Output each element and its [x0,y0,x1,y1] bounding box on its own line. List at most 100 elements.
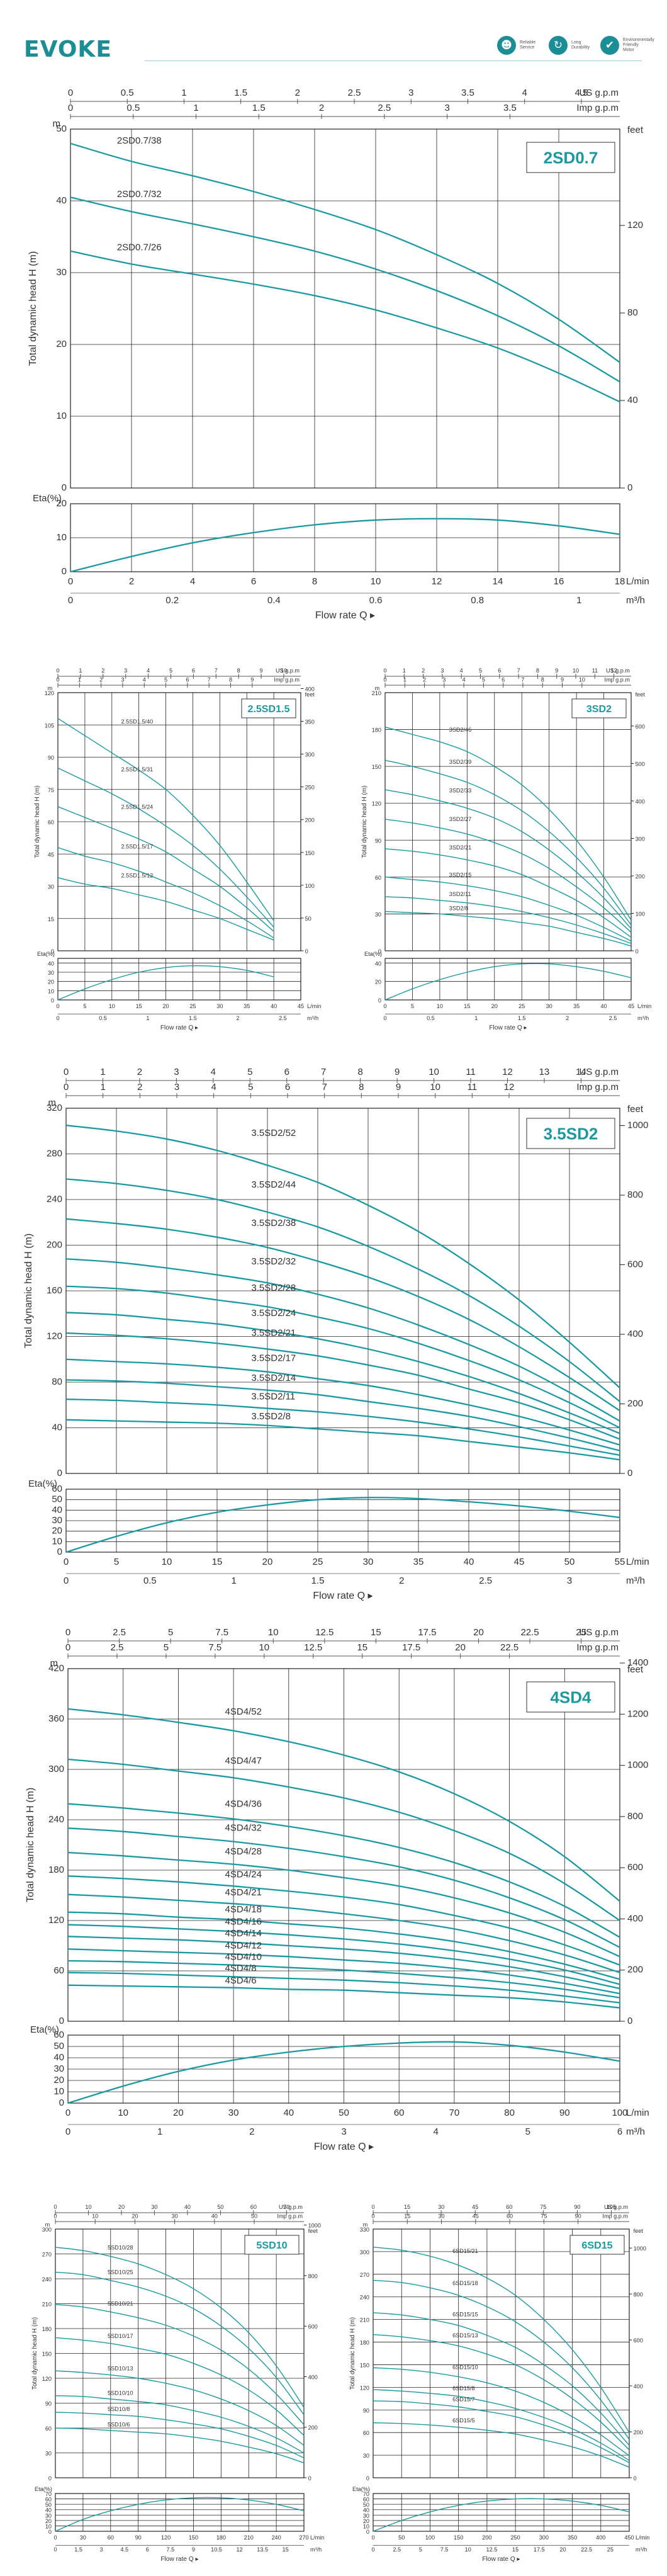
x-tick-label: 300 [539,2534,549,2541]
m3h-tick-label: 2 [249,2126,254,2137]
eta-tick-label: 20 [45,2518,52,2524]
series-line [65,1399,620,1456]
top-scale-tick-label: 8 [541,676,544,683]
series-label: 4SD4/10 [225,1951,262,1962]
y-tick-label: 0 [59,2016,64,2026]
right-tick-label: 400 [627,1329,643,1339]
x-tick-label: 30 [80,2534,86,2541]
chart-title-box [526,1118,615,1149]
x-axis-title: Flow rate Q ▸ [489,1024,527,1031]
series-line [384,759,632,926]
top-scale-tick-label: 7 [208,676,211,683]
x-tick-label: 30 [228,2108,239,2118]
x-tick-label: 0 [68,576,73,587]
top-scale-tick-label: 1.5 [234,88,247,98]
series-label: 6SD15/21 [452,2248,478,2254]
right-tick-label: 200 [627,1399,643,1409]
plot-frame [373,2228,630,2478]
top-scale-tick-label: 11 [592,667,598,674]
right-tick-label: 120 [627,220,643,230]
x-tick-label: 25 [189,1003,196,1009]
top-scale-tick-label: 9 [395,1067,400,1077]
y-axis-unit: m [45,2221,50,2228]
x-tick-label: 400 [596,2534,605,2541]
top-scale-tick-label: 8 [357,1067,362,1077]
series-label: 2.5SD1.5/31 [121,766,154,773]
x-tick-label: 40 [283,2108,294,2118]
right-tick-label: 50 [305,916,311,922]
right-tick-label: 300 [636,836,645,842]
y-tick-label: 120 [48,1915,64,1926]
top-scale-tick-label: 8 [359,1082,364,1092]
series-label: 4SD4/28 [225,1846,262,1857]
series-label: 4SD4/18 [225,1904,262,1915]
right-axis-unit: feet [636,691,646,698]
badge-environment-friendly: ✔ Environmentally Friendly Motor [600,33,654,58]
series-label: 3.5SD2/8 [251,1411,291,1422]
m3h-tick-label: 0.2 [165,595,179,606]
m3h-tick-label: 10 [465,2546,471,2553]
m3h-tick-label: 1 [157,2126,162,2137]
series-line [373,2334,630,2451]
series-line [55,2370,305,2446]
y-tick-label: 180 [42,2326,52,2332]
series-label: 4SD4/16 [225,1917,262,1927]
eta-curve [384,963,632,1001]
right-tick-label: 400 [627,1913,643,1924]
top-scale-tick-label: 1 [100,1082,105,1092]
x-tick-label: 20 [162,1003,169,1009]
m3h-tick-label: 13.5 [257,2546,268,2553]
top-scale-tick-label: 2 [101,667,104,674]
top-scale-tick-label: 2 [423,676,426,683]
top-scale-tick-label: 5 [168,1627,173,1638]
y-tick-label: 60 [363,2430,369,2436]
top-scale-tick-label: 6 [192,667,195,674]
x-tick-label: 45 [514,1557,525,1567]
top-scale-tick-label: 0 [371,2204,374,2210]
eta-tick-label: 10 [52,1536,62,1546]
top-scale-tick-label: 6 [502,676,505,683]
y-tick-label: 270 [42,2252,52,2258]
top-scale-tick-label: 3 [121,676,124,683]
x-tick-label: 25 [518,1003,525,1009]
y-axis-unit: m [363,2221,368,2228]
eta-tick-label: 20 [53,2075,64,2085]
y-tick-label: 270 [360,2272,369,2278]
right-tick-label: 0 [634,2475,637,2482]
series-line [67,1875,620,1966]
series-line [55,2427,305,2463]
right-tick-label: 800 [627,1811,643,1822]
eta-axis-title: Eta(%) [352,2486,370,2492]
series-label: 5SD10/21 [108,2301,133,2307]
eta-tick-label: 50 [363,2502,369,2508]
m3h-tick-label: 6 [146,2546,149,2553]
top-scale-tick-label: 5 [482,676,485,683]
top-scale-tick-label: 10 [281,667,287,674]
top-scale-tick-label: 15 [357,1642,367,1653]
m3h-tick-label: 2.5 [479,1575,492,1586]
top-scale-tick-label: 2 [422,667,425,674]
eta-tick-label: 40 [48,960,54,967]
series-line [384,911,632,946]
top-scale-tick-label: 5 [164,1642,169,1653]
series-label: 4SD4/52 [225,1706,262,1717]
eta-tick-label: 50 [45,2502,52,2508]
eta-curve [55,2497,305,2532]
eta-tick-label: 10 [45,2523,52,2529]
eta-tick-label: 0 [59,2097,64,2108]
top-scale-unit: US g.p.m [579,88,619,98]
m3h-tick-label: 1 [576,595,581,606]
m3h-tick-label: 1.5 [518,1015,526,1021]
top-scale-tick-label: 0 [56,676,59,683]
series-label: 5SD10/28 [108,2245,133,2251]
right-tick-label: 400 [636,798,645,805]
m3h-tick-label: 2.5 [279,1015,287,1021]
top-scale-tick-label: 105 [607,2204,616,2210]
badge-reliable-service: ☻ Reliable Service [497,33,547,58]
x-tick-label: 80 [504,2108,515,2118]
m3h-tick-label: 2.5 [393,2546,401,2553]
top-scale-unit: Imp g.p.m [576,103,619,113]
chart-title: 2SD0.7 [544,148,598,167]
top-scale-tick-label: 10 [573,667,579,674]
m3h-tick-label: 1.5 [74,2546,82,2553]
